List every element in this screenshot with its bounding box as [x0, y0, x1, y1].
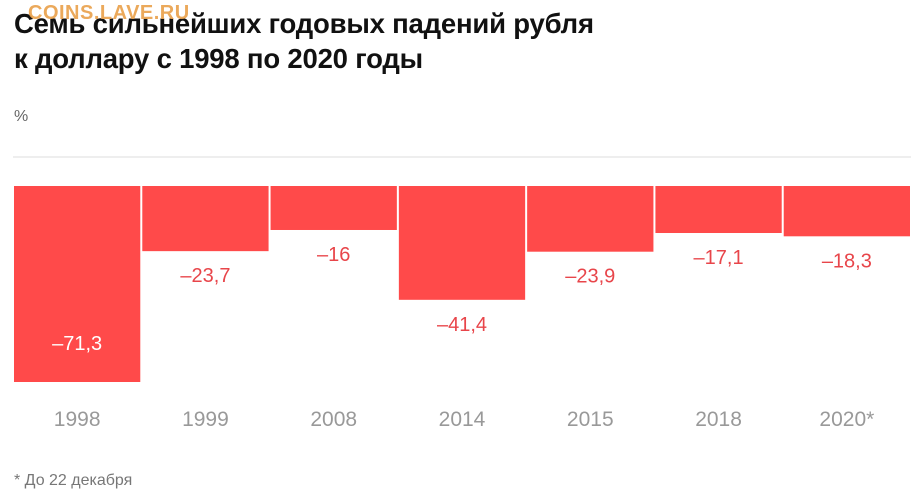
- bar-1999: [142, 186, 269, 252]
- x-tick-label: 1999: [182, 408, 229, 431]
- watermark-text: COINS.LAVE.RU: [28, 2, 190, 24]
- footnote: * До 22 декабря: [14, 472, 133, 489]
- chart-title-line-1: Семь сильнейших годовых падений рубля: [14, 8, 594, 39]
- value-label: –18,3: [822, 250, 872, 272]
- value-label: –41,4: [437, 314, 487, 336]
- x-tick-label: 2015: [567, 408, 614, 431]
- x-tick-label: 2014: [439, 408, 486, 431]
- x-tick-label: 2020*: [819, 408, 874, 431]
- bar-2008: [270, 186, 397, 230]
- bar-2014: [398, 186, 526, 300]
- bar-2020: [783, 186, 910, 237]
- value-label: –23,7: [180, 265, 230, 287]
- unit-label: %: [14, 108, 29, 125]
- bar-1998: [14, 186, 141, 382]
- x-tick-label: 2018: [695, 408, 742, 431]
- bar-2018: [655, 186, 782, 234]
- value-label: –71,3: [52, 333, 102, 355]
- chart-title: Семь сильнейших годовых падений рубля к …: [14, 6, 594, 76]
- value-label: –23,9: [565, 266, 615, 288]
- bar-2015: [527, 186, 654, 252]
- chart-title-line-2: к доллару с 1998 по 2020 годы: [14, 43, 423, 74]
- value-label: –17,1: [694, 247, 744, 269]
- x-tick-label: 2008: [310, 408, 357, 431]
- value-label: –16: [317, 244, 350, 266]
- x-tick-label: 1998: [54, 408, 101, 431]
